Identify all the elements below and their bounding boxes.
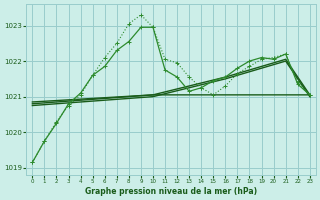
X-axis label: Graphe pression niveau de la mer (hPa): Graphe pression niveau de la mer (hPa) [85,187,257,196]
